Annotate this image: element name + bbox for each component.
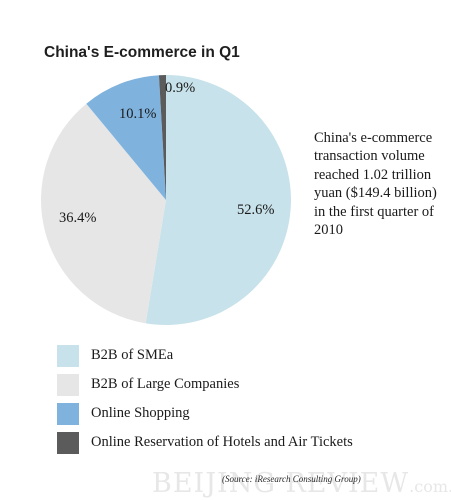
transaction-note: China's e-commerce transaction volume re… <box>314 130 437 239</box>
slice-value-label: 52.6% <box>237 202 274 218</box>
slice-online-shopping <box>86 75 166 200</box>
legend-swatch <box>57 431 79 454</box>
watermark-suffix: .com.cn <box>409 477 451 496</box>
legend-item-b2b-smes: B2B of SMEa <box>57 343 353 368</box>
slice-b2b-large-companies <box>40 103 167 324</box>
slice-value-label: 36.4% <box>59 210 96 226</box>
slice-b2b-smes <box>145 75 291 325</box>
legend-label: B2B of SMEa <box>91 347 174 363</box>
legend-label: Online Reservation of Hotels and Air Tic… <box>91 434 353 450</box>
legend-swatch <box>57 402 79 425</box>
slice-value-label: 0.9% <box>165 80 195 96</box>
legend: B2B of SMEa B2B of Large Companies Onlin… <box>57 343 353 459</box>
chart-title: China's E-commerce in Q1 <box>44 44 240 61</box>
beijing-review-watermark: BEIJING REVIEW.com.cn <box>152 468 451 499</box>
legend-item-online-reservation: Online Reservation of Hotels and Air Tic… <box>57 430 353 455</box>
slice-online-reservation <box>158 75 166 200</box>
legend-label: Online Shopping <box>91 405 190 421</box>
source-credit: (Source: iResearch Consulting Group) <box>222 474 361 484</box>
legend-item-online-shopping: Online Shopping <box>57 401 353 426</box>
watermark-main: BEIJING REVIEW <box>152 468 410 499</box>
legend-swatch <box>57 373 79 396</box>
legend-label: B2B of Large Companies <box>91 376 240 392</box>
legend-item-b2b-large-companies: B2B of Large Companies <box>57 372 353 397</box>
pie-chart: 52.6% 36.4% 10.1% 0.9% <box>40 75 291 325</box>
legend-swatch <box>57 344 79 367</box>
slice-value-label: 10.1% <box>119 106 156 122</box>
